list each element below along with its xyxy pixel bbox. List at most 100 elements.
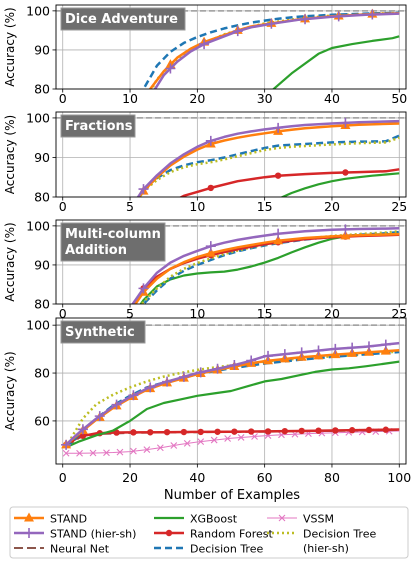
marker-vssm: [170, 442, 178, 449]
series-line-xgb: [271, 35, 400, 89]
marker-rf: [365, 426, 373, 434]
x-axis-label: Number of Examples: [164, 488, 300, 503]
x-tick-label: 40: [189, 470, 205, 485]
marker-rf: [147, 429, 154, 436]
marker-hier: [263, 350, 274, 361]
series-line-xgb: [65, 360, 400, 449]
marker-rf: [197, 428, 204, 436]
marker-hier: [145, 382, 156, 393]
legend-item-dth: Decision Tree(hier-sh): [267, 528, 376, 555]
plot-frame: [55, 111, 407, 198]
y-tick-label: 100: [26, 3, 50, 18]
marker-rf: [348, 427, 356, 434]
legend-item-vssm: VSSM: [267, 513, 334, 526]
x-tick-label: 10: [189, 199, 205, 214]
y-tick-label: 80: [34, 366, 50, 381]
panel-title-text: Fractions: [65, 119, 133, 134]
y-tick-label: 60: [34, 413, 50, 428]
marker-hier: [330, 343, 341, 354]
marker-hier: [205, 135, 216, 146]
marker-vssm: [116, 448, 124, 456]
marker-rf: [180, 428, 188, 436]
legend-item-xgb: XGBoost: [154, 513, 238, 526]
marker-stand: [340, 230, 351, 240]
x-tick-label: 40: [324, 91, 340, 106]
marker-vssm: [143, 446, 151, 454]
x-tick-label: 30: [257, 91, 273, 106]
marker-hier: [165, 63, 176, 74]
marker-rf: [274, 172, 282, 179]
plot-frame: [55, 317, 407, 465]
marker-hier: [296, 347, 307, 358]
y-axis-label: Accuracy (%): [3, 115, 17, 194]
x-tick-label: 0: [59, 91, 67, 106]
marker-hier: [363, 341, 374, 352]
marker-stand: [273, 235, 284, 245]
series-line-dt: [137, 134, 400, 197]
marker-rf: [113, 429, 120, 436]
marker-hier: [199, 39, 210, 50]
marker-rf: [281, 427, 289, 435]
x-tick-label: 10: [122, 91, 138, 106]
marker-rf: [315, 427, 322, 434]
legend-item-hier: STAND (hier-sh): [14, 528, 136, 541]
marker-hier: [266, 18, 277, 29]
series-line-hier: [153, 12, 400, 89]
x-tick-label: 0: [59, 470, 67, 485]
panel-title-text: Addition: [65, 243, 127, 258]
marker-rf: [264, 428, 272, 435]
marker-rf: [214, 428, 221, 435]
y-tick-label: 90: [34, 42, 50, 57]
series-line-dth: [138, 136, 400, 197]
marker-rf: [382, 426, 390, 433]
panel-title-text: Synthetic: [65, 325, 135, 340]
marker-vssm: [103, 449, 110, 457]
marker-vssm: [156, 444, 164, 452]
x-tick-label: 60: [257, 470, 273, 485]
series-line-dth: [65, 350, 400, 448]
marker-rf: [163, 428, 171, 436]
plot-frame: [55, 4, 407, 90]
chart-panel: 0 5 10 15 20 25 80 90 100 Accuracy (%) Multi-colum…: [3, 218, 407, 321]
legend-item-rf: Random Forest: [154, 528, 273, 541]
x-tick-label: 0: [59, 306, 67, 321]
x-tick-label: 100: [387, 470, 411, 485]
marker-hier: [94, 411, 105, 422]
y-tick-label: 80: [34, 82, 50, 97]
series-group: [142, 8, 400, 89]
marker-hier: [273, 122, 284, 133]
marker-hier: [279, 349, 290, 360]
marker-hier: [313, 345, 324, 356]
series-line-rf: [178, 168, 400, 197]
y-tick-label: 100: [26, 318, 50, 333]
x-tick-label: 20: [324, 306, 340, 321]
legend-frame: [9, 506, 409, 559]
marker-rf: [342, 169, 349, 176]
marker-vssm: [183, 440, 191, 447]
legend-label: XGBoost: [190, 513, 238, 526]
marker-rf: [298, 427, 305, 435]
y-tick-label: 80: [34, 190, 50, 205]
series-line-stand: [137, 122, 400, 197]
marker-hier: [333, 11, 344, 22]
x-tick-label: 15: [257, 199, 273, 214]
plot-frame: [55, 219, 407, 305]
marker-vssm: [130, 447, 137, 455]
legend-label: VSSM: [303, 513, 334, 526]
chart-panel: 0 5 10 15 20 25 80 90 100 Accuracy (%) Fractions: [3, 110, 407, 214]
marker-vssm: [197, 438, 205, 445]
marker-vssm: [210, 436, 218, 444]
x-tick-label: 20: [189, 91, 205, 106]
legend-item-stand: STAND: [14, 512, 87, 526]
legend-item-nn: Neural Net: [14, 543, 110, 556]
marker-rf: [247, 428, 255, 435]
x-tick-label: 5: [126, 306, 134, 321]
marker-hier: [347, 342, 358, 353]
x-tick-label: 20: [324, 199, 340, 214]
x-tick-label: 5: [126, 199, 134, 214]
series-group: [136, 117, 400, 197]
marker-vssm: [251, 433, 258, 440]
y-axis-label: Accuracy (%): [3, 7, 17, 86]
